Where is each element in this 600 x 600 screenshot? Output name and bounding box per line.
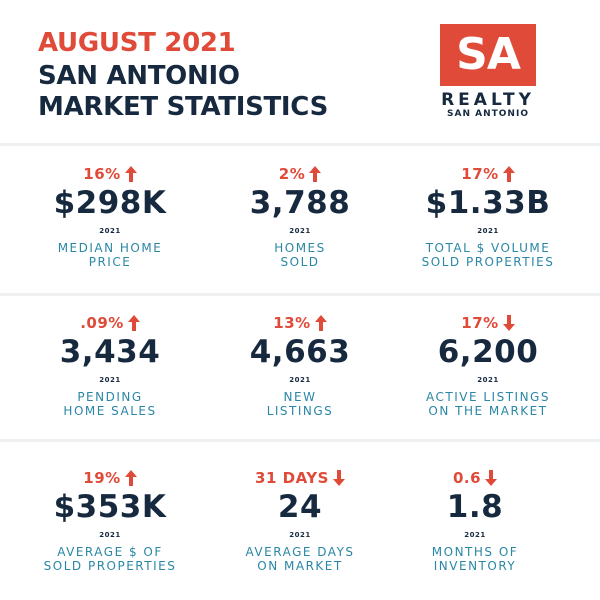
stat-label-line: PRICE (88, 255, 132, 269)
logo-name: REALTY (441, 90, 535, 110)
change-value: 13% (273, 314, 311, 332)
stat-year: 2021 (477, 227, 499, 235)
stat-label-line: SOLD (280, 255, 320, 269)
stat-label-line: AVERAGE DAYS (245, 545, 355, 559)
stat-label-line: HOMES (274, 241, 326, 255)
stat-change: 17% (388, 312, 588, 334)
report-title: MARKET STATISTICS (38, 92, 328, 122)
arrow-down-icon (485, 470, 498, 486)
arrow-up-icon (124, 470, 137, 486)
arrow-up-icon (124, 166, 137, 182)
stat-value: 1.8 (446, 489, 504, 525)
stat-label-line: SOLD PROPERTIES (43, 559, 177, 573)
stat-year: 2021 (289, 376, 311, 384)
change-value: 0.6 (452, 469, 482, 487)
stat-label-line: MONTHS OF (431, 545, 519, 559)
stat-year: 2021 (464, 531, 486, 539)
stat-label: PENDING HOME SALES (10, 390, 210, 418)
report-city: SAN ANTONIO (38, 61, 240, 91)
change-value: 31 DAYS (255, 469, 329, 487)
stat-label-line: INVENTORY (433, 559, 517, 573)
stat-change: 16% (10, 163, 210, 185)
change-value: 17% (461, 314, 499, 332)
stat-change: 13% (200, 312, 400, 334)
logo-mark: SA (440, 24, 536, 86)
arrow-down-icon (502, 315, 515, 331)
stat-value: 4,663 (249, 334, 351, 370)
brand-logo: SA REALTY SAN ANTONIO (440, 24, 536, 120)
stat-year: 2021 (289, 227, 311, 235)
stat-label-line: ON MARKET (257, 559, 343, 573)
stat-label-line: ON THE MARKET (428, 404, 548, 418)
stat-year: 2021 (289, 531, 311, 539)
change-value: 16% (83, 165, 121, 183)
stat-change: 17% (388, 163, 588, 185)
stat-label-line: NEW (283, 390, 317, 404)
change-value: 19% (83, 469, 121, 487)
divider (0, 143, 600, 146)
stat-change: 19% (10, 467, 210, 489)
report-month: AUGUST 2021 (38, 28, 236, 58)
stat-change: 0.6 (375, 467, 575, 489)
stat-value: 24 (277, 489, 323, 525)
stat-value: 3,788 (249, 185, 351, 221)
stat-value: $298K (53, 185, 167, 221)
stat-year: 2021 (99, 227, 121, 235)
change-value: .09% (80, 314, 124, 332)
divider (0, 293, 600, 296)
stat-value: $353K (53, 489, 167, 525)
stat-label: ACTIVE LISTINGS ON THE MARKET (388, 390, 588, 418)
stat-year: 2021 (99, 531, 121, 539)
stat-label: TOTAL $ VOLUME SOLD PROPERTIES (388, 241, 588, 269)
arrow-up-icon (309, 166, 322, 182)
stat-change: 31 DAYS (200, 467, 400, 489)
stat-value: $1.33B (425, 185, 551, 221)
change-value: 2% (278, 165, 306, 183)
arrow-down-icon (332, 470, 345, 486)
stat-year: 2021 (99, 376, 121, 384)
stat-value: 3,434 (59, 334, 161, 370)
stat-label-line: SOLD PROPERTIES (421, 255, 555, 269)
stat-change: .09% (10, 312, 210, 334)
stat-label: MONTHS OF INVENTORY (375, 545, 575, 573)
stat-label: MEDIAN HOME PRICE (10, 241, 210, 269)
stat-label-line: LISTINGS (266, 404, 334, 418)
stat-label: AVERAGE DAYS ON MARKET (200, 545, 400, 573)
stat-label: AVERAGE $ OF SOLD PROPERTIES (10, 545, 210, 573)
stat-label-line: ACTIVE LISTINGS (426, 390, 550, 404)
stat-label-line: TOTAL $ VOLUME (425, 241, 551, 255)
stat-label-line: HOME SALES (63, 404, 157, 418)
stat-change: 2% (200, 163, 400, 185)
stat-label: NEW LISTINGS (200, 390, 400, 418)
arrow-up-icon (314, 315, 327, 331)
arrow-up-icon (127, 315, 140, 331)
stat-label: HOMES SOLD (200, 241, 400, 269)
stat-label-line: AVERAGE $ OF (57, 545, 163, 559)
header: AUGUST 2021 SAN ANTONIO MARKET STATISTIC… (0, 0, 600, 144)
logo-city: SAN ANTONIO (447, 109, 529, 119)
stat-label-line: PENDING (77, 390, 143, 404)
change-value: 17% (461, 165, 499, 183)
divider (0, 439, 600, 442)
stat-value: 6,200 (437, 334, 539, 370)
arrow-up-icon (502, 166, 515, 182)
stat-year: 2021 (477, 376, 499, 384)
stat-label-line: MEDIAN HOME (57, 241, 163, 255)
